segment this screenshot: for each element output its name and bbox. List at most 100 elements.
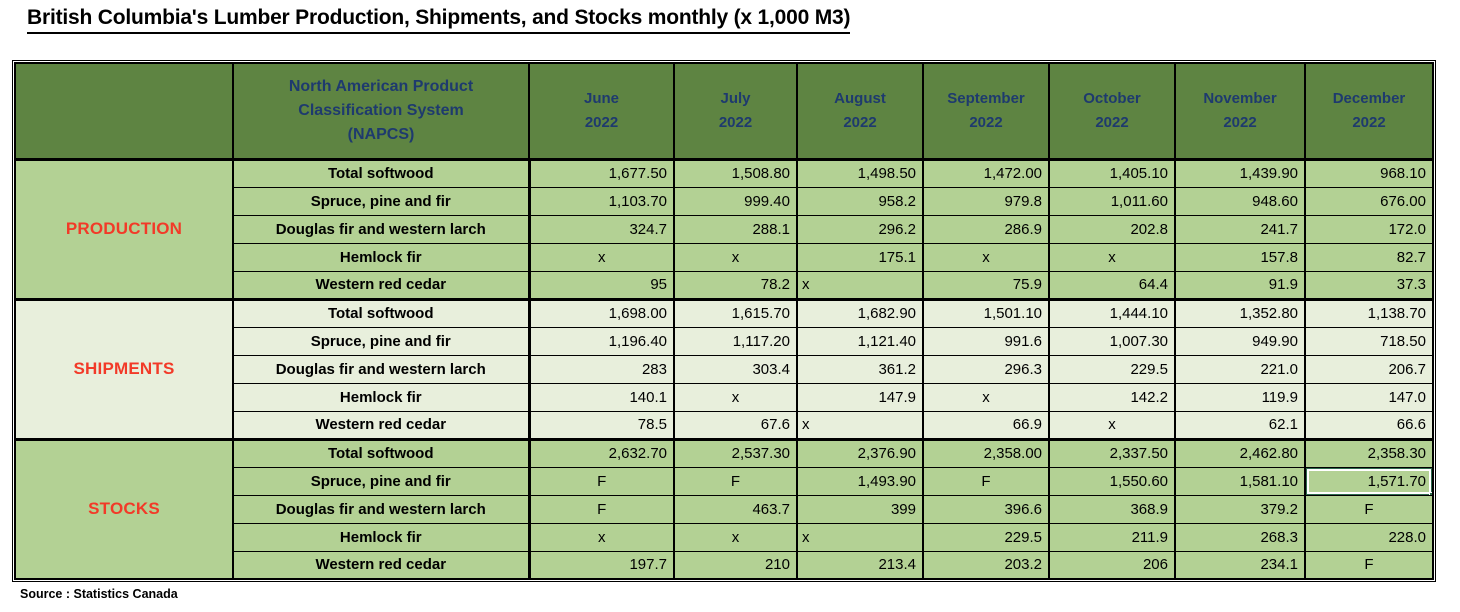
data-cell[interactable]: 119.9 bbox=[1174, 382, 1306, 412]
data-cell[interactable]: 2,632.70 bbox=[528, 437, 675, 468]
data-cell[interactable]: 206.7 bbox=[1304, 354, 1434, 384]
data-cell[interactable]: 62.1 bbox=[1174, 410, 1306, 440]
data-cell[interactable]: x bbox=[796, 270, 924, 300]
data-cell[interactable]: 1,498.50 bbox=[796, 157, 924, 188]
data-cell[interactable]: 463.7 bbox=[673, 494, 798, 524]
month-header-september[interactable]: September 2022 bbox=[922, 62, 1050, 161]
product-label[interactable]: Spruce, pine and fir bbox=[232, 326, 531, 356]
data-cell[interactable]: 999.40 bbox=[673, 186, 798, 216]
data-cell[interactable]: 296.2 bbox=[796, 214, 924, 244]
data-cell[interactable]: 1,698.00 bbox=[528, 297, 675, 328]
data-cell[interactable]: 1,508.80 bbox=[673, 157, 798, 188]
data-cell[interactable]: F bbox=[1304, 494, 1434, 524]
data-cell[interactable]: 210 bbox=[673, 550, 798, 580]
data-cell[interactable]: 241.7 bbox=[1174, 214, 1306, 244]
data-cell[interactable]: x bbox=[1048, 410, 1176, 440]
product-label[interactable]: Western red cedar bbox=[232, 410, 531, 440]
data-cell[interactable]: x bbox=[673, 382, 798, 412]
data-cell[interactable]: 95 bbox=[528, 270, 675, 300]
data-cell[interactable]: 948.60 bbox=[1174, 186, 1306, 216]
data-cell[interactable]: 1,571.70 bbox=[1304, 466, 1434, 496]
data-cell[interactable]: 78.2 bbox=[673, 270, 798, 300]
product-label[interactable]: Spruce, pine and fir bbox=[232, 466, 531, 496]
product-label[interactable]: Western red cedar bbox=[232, 550, 531, 580]
data-cell[interactable]: 1,196.40 bbox=[528, 326, 675, 356]
data-cell[interactable]: x bbox=[796, 522, 924, 552]
data-cell[interactable]: 66.9 bbox=[922, 410, 1050, 440]
section-label-stocks[interactable]: STOCKS bbox=[14, 437, 234, 580]
data-cell[interactable]: 1,615.70 bbox=[673, 297, 798, 328]
data-cell[interactable]: 147.0 bbox=[1304, 382, 1434, 412]
section-label-production[interactable]: PRODUCTION bbox=[14, 157, 234, 300]
data-cell[interactable]: 1,493.90 bbox=[796, 466, 924, 496]
data-cell[interactable]: 268.3 bbox=[1174, 522, 1306, 552]
data-cell[interactable]: 949.90 bbox=[1174, 326, 1306, 356]
data-cell[interactable]: 296.3 bbox=[922, 354, 1050, 384]
data-cell[interactable]: 979.8 bbox=[922, 186, 1050, 216]
data-cell[interactable]: 1,682.90 bbox=[796, 297, 924, 328]
data-cell[interactable]: F bbox=[922, 466, 1050, 496]
data-cell[interactable]: 718.50 bbox=[1304, 326, 1434, 356]
month-header-december[interactable]: December 2022 bbox=[1304, 62, 1434, 161]
data-cell[interactable]: 1,011.60 bbox=[1048, 186, 1176, 216]
data-cell[interactable]: 2,462.80 bbox=[1174, 437, 1306, 468]
data-cell[interactable]: 1,405.10 bbox=[1048, 157, 1176, 188]
data-cell[interactable]: 213.4 bbox=[796, 550, 924, 580]
data-cell[interactable]: x bbox=[673, 522, 798, 552]
data-cell[interactable]: 197.7 bbox=[528, 550, 675, 580]
data-cell[interactable]: 147.9 bbox=[796, 382, 924, 412]
napcs-header-cell[interactable]: North American Product Classification Sy… bbox=[232, 62, 530, 161]
product-label[interactable]: Western red cedar bbox=[232, 270, 531, 300]
data-cell[interactable]: 82.7 bbox=[1304, 242, 1434, 272]
data-cell[interactable]: 2,337.50 bbox=[1048, 437, 1176, 468]
product-label[interactable]: Total softwood bbox=[232, 437, 531, 468]
month-header-june[interactable]: June 2022 bbox=[528, 62, 675, 161]
corner-cell[interactable] bbox=[14, 62, 234, 161]
data-cell[interactable]: 1,472.00 bbox=[922, 157, 1050, 188]
data-cell[interactable]: 64.4 bbox=[1048, 270, 1176, 300]
data-cell[interactable]: 37.3 bbox=[1304, 270, 1434, 300]
data-cell[interactable]: x bbox=[673, 242, 798, 272]
data-cell[interactable]: 379.2 bbox=[1174, 494, 1306, 524]
data-cell[interactable]: F bbox=[528, 466, 675, 496]
month-header-october[interactable]: October 2022 bbox=[1048, 62, 1176, 161]
data-cell[interactable]: x bbox=[528, 522, 675, 552]
data-cell[interactable]: 1,138.70 bbox=[1304, 297, 1434, 328]
month-header-july[interactable]: July 2022 bbox=[673, 62, 798, 161]
product-label[interactable]: Douglas fir and western larch bbox=[232, 354, 531, 384]
data-cell[interactable]: 1,677.50 bbox=[528, 157, 675, 188]
data-cell[interactable]: 399 bbox=[796, 494, 924, 524]
data-cell[interactable]: 968.10 bbox=[1304, 157, 1434, 188]
data-cell[interactable]: 1,117.20 bbox=[673, 326, 798, 356]
data-cell[interactable]: 78.5 bbox=[528, 410, 675, 440]
data-cell[interactable]: x bbox=[922, 382, 1050, 412]
data-cell[interactable]: 157.8 bbox=[1174, 242, 1306, 272]
data-cell[interactable]: 303.4 bbox=[673, 354, 798, 384]
data-cell[interactable]: 229.5 bbox=[922, 522, 1050, 552]
data-cell[interactable]: 283 bbox=[528, 354, 675, 384]
data-cell[interactable]: 67.6 bbox=[673, 410, 798, 440]
product-label[interactable]: Hemlock fir bbox=[232, 242, 531, 272]
data-cell[interactable]: 211.9 bbox=[1048, 522, 1176, 552]
data-cell[interactable]: 1,121.40 bbox=[796, 326, 924, 356]
fill-handle[interactable] bbox=[1429, 491, 1431, 494]
data-cell[interactable]: 203.2 bbox=[922, 550, 1050, 580]
data-cell[interactable]: F bbox=[673, 466, 798, 496]
data-cell[interactable]: x bbox=[528, 242, 675, 272]
data-cell[interactable]: 91.9 bbox=[1174, 270, 1306, 300]
data-cell[interactable]: 1,581.10 bbox=[1174, 466, 1306, 496]
data-cell[interactable]: 75.9 bbox=[922, 270, 1050, 300]
data-cell[interactable]: 286.9 bbox=[922, 214, 1050, 244]
product-label[interactable]: Douglas fir and western larch bbox=[232, 494, 531, 524]
data-cell[interactable]: 1,444.10 bbox=[1048, 297, 1176, 328]
data-cell[interactable]: 2,358.30 bbox=[1304, 437, 1434, 468]
month-header-august[interactable]: August 2022 bbox=[796, 62, 924, 161]
data-cell[interactable]: F bbox=[1304, 550, 1434, 580]
product-label[interactable]: Total softwood bbox=[232, 157, 531, 188]
data-cell[interactable]: 958.2 bbox=[796, 186, 924, 216]
data-cell[interactable]: 172.0 bbox=[1304, 214, 1434, 244]
data-cell[interactable]: 2,537.30 bbox=[673, 437, 798, 468]
data-cell[interactable]: 206 bbox=[1048, 550, 1176, 580]
data-cell[interactable]: 228.0 bbox=[1304, 522, 1434, 552]
section-label-shipments[interactable]: SHIPMENTS bbox=[14, 297, 234, 440]
